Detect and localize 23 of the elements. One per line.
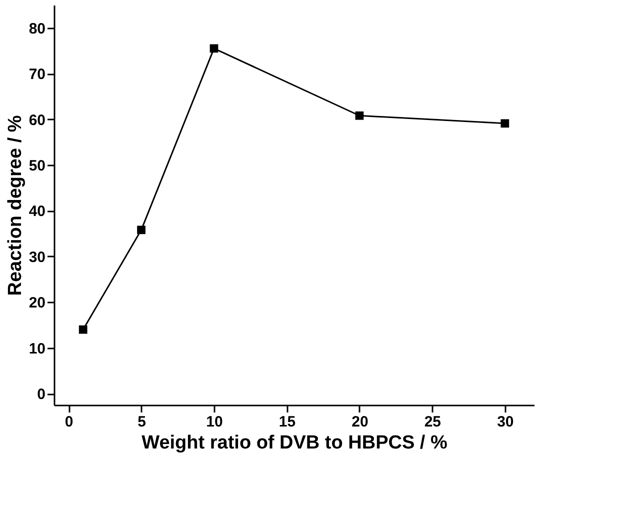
x-tick-label: 20: [352, 414, 368, 430]
y-tick-label: 60: [28, 112, 46, 129]
y-tick-label: 20: [28, 294, 46, 312]
x-tick-label: 25: [424, 414, 442, 430]
x-tick-label: 0: [64, 414, 74, 430]
x-axis-title: Weight ratio of DVB to HBPCS / %: [142, 432, 448, 454]
x-tick-label: 5: [138, 414, 146, 430]
y-axis-title: Reaction degree / %: [4, 115, 26, 296]
x-tick-label: 10: [206, 414, 223, 430]
x-tick-label: 15: [278, 414, 296, 430]
point: [500, 119, 510, 128]
y-tick-label: 80: [28, 20, 46, 38]
point: [355, 111, 364, 120]
y-tick-label: 40: [28, 203, 46, 220]
point: [78, 325, 88, 334]
point: [210, 44, 218, 53]
point: [137, 226, 146, 234]
y-tick-label: 70: [28, 66, 46, 84]
y-tick-label: 30: [28, 248, 46, 266]
y-tick-label: 10: [28, 340, 46, 358]
y-tick-label: 50: [28, 158, 46, 174]
y-tick-label: 0: [37, 386, 46, 404]
x-tick-label: 30: [497, 414, 514, 430]
